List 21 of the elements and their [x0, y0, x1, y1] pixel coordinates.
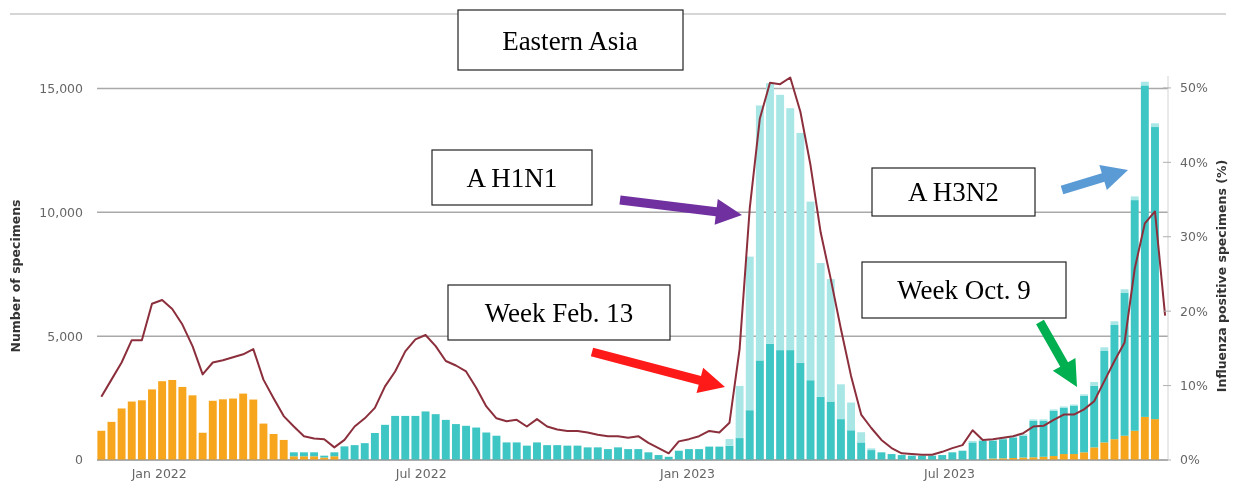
y-tick-label: 15,000 [39, 80, 84, 96]
y2-tick-label: 20% [1180, 303, 1208, 319]
annotation: A H3N2 [908, 177, 999, 208]
y2-tick-label: 40% [1180, 154, 1208, 170]
x-tick-label: Jul 2022 [394, 466, 447, 481]
y2-tick-label: 30% [1180, 229, 1208, 245]
x-tick-label: Jan 2023 [658, 466, 716, 481]
y-tick-label: 10,000 [39, 204, 84, 220]
y-axis-title: Number of specimens [8, 199, 23, 353]
x-tick-label: Jul 2023 [923, 466, 975, 481]
annotation: Week Feb. 13 [484, 297, 634, 328]
y2-tick-label: 50% [1180, 80, 1208, 96]
y2-tick-label: 10% [1180, 377, 1208, 393]
y2-tick-label: 0% [1180, 452, 1200, 468]
chart-title: Eastern Asia [502, 26, 638, 56]
y-tick-label: 0 [75, 452, 84, 468]
y-tick-label: 5,000 [47, 328, 84, 344]
annotation: Week Oct. 9 [897, 275, 1031, 306]
annotation: A H1N1 [466, 162, 558, 193]
x-tick-label: Jan 2022 [130, 466, 187, 481]
y2-axis-title: Influenza positive specimens (%) [1214, 159, 1229, 393]
